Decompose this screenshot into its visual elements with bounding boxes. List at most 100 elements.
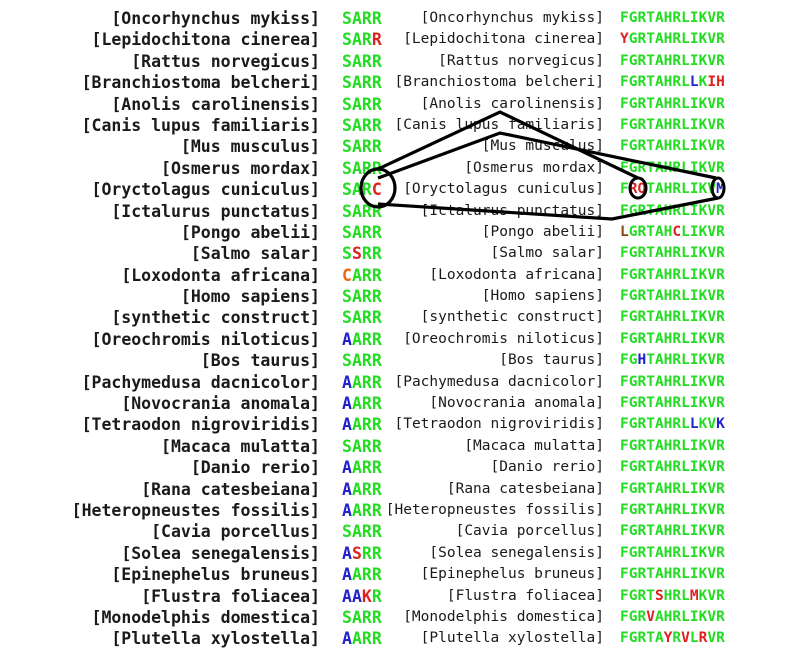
residue: A [351, 158, 362, 178]
residue: A [654, 10, 664, 26]
residue: L [681, 116, 690, 133]
residue: S [342, 30, 352, 50]
residue: H [637, 352, 647, 369]
species-label: [Ictalurus punctatus] [111, 201, 320, 221]
residue: R [361, 115, 372, 135]
residue: R [637, 437, 647, 454]
residue: R [672, 116, 682, 133]
species-labels-column: [Oncorhynchus mykiss] [Lepidochitona cine… [72, 8, 320, 650]
residue: A [351, 565, 362, 585]
residue: R [371, 586, 382, 606]
residue: I [689, 523, 699, 540]
residue: R [637, 416, 647, 433]
motif1-sequence: AARR [342, 329, 382, 350]
motif2-sequence: FGRTAYRVLRVR [620, 628, 725, 649]
species-label: [Tetraodon nigroviridis] [81, 415, 320, 435]
residue: L [681, 74, 690, 91]
residue: K [698, 309, 708, 326]
residue: R [716, 159, 725, 176]
species-label: [Rana catesbeiana] [141, 479, 320, 499]
motif2-sequence: FGRTAHRLIKVR [620, 307, 725, 328]
residue: I [689, 608, 699, 625]
residue: R [637, 566, 647, 583]
residue: R [371, 94, 382, 114]
residue: I [689, 181, 699, 198]
residue: V [707, 31, 717, 48]
residue: V [707, 116, 717, 133]
residue: R [361, 73, 372, 93]
residue: V [707, 138, 717, 155]
motif1-sequence: AARR [342, 628, 382, 649]
species-label-secondary: [Pongo abelii] [481, 223, 604, 240]
motif2-sequence: FGRTAHRLIKVR [620, 329, 725, 350]
residue: H [663, 544, 673, 561]
species-label-secondary: [Plutella xylostella] [420, 630, 604, 647]
residue: R [361, 265, 372, 285]
species-label-secondary: [Rana catesbeiana] [446, 480, 604, 497]
residue: M [716, 181, 725, 198]
residue: R [637, 223, 647, 240]
residue: K [698, 159, 708, 176]
residue: A [351, 629, 362, 649]
species-label-secondary: [synthetic construct] [420, 309, 604, 326]
residue: G [628, 10, 638, 26]
residue: G [628, 352, 638, 369]
residue: A [351, 415, 362, 435]
motif1-sequence: AARR [342, 479, 382, 500]
residue: A [654, 352, 664, 369]
species-label: [Mus musculus] [180, 137, 320, 157]
residue: I [689, 223, 699, 240]
residue: R [371, 287, 382, 307]
residue: K [698, 181, 708, 198]
residue: H [716, 74, 725, 91]
residue: T [646, 245, 655, 262]
residue: K [698, 74, 708, 91]
species-label: [Oreochromis niloticus] [91, 329, 320, 349]
residue: S [342, 607, 352, 627]
species-label-secondary: [Oryctolagus cuniculus] [403, 181, 604, 198]
residue: R [371, 415, 382, 435]
residue: A [654, 95, 664, 112]
residue: A [351, 479, 362, 499]
species-label: [Solea senegalensis] [121, 543, 320, 563]
residue: V [707, 416, 717, 433]
motif1-sequence: AARR [342, 457, 382, 478]
residue: H [663, 566, 673, 583]
residue: R [371, 265, 382, 285]
residue: A [654, 159, 664, 176]
residue: R [716, 31, 725, 48]
species-label: [Pachymedusa dacnicolor] [81, 372, 320, 392]
residue: A [351, 436, 362, 456]
residue: T [646, 480, 655, 497]
residue: A [342, 543, 352, 563]
residue: A [342, 394, 352, 414]
motif2-sequence: FGRTAHRLIKVR [620, 286, 725, 307]
residue: R [672, 245, 682, 262]
motif2-sequence: FGRTSHRLMKVR [620, 586, 725, 607]
residue: V [707, 437, 717, 454]
residue: V [681, 630, 690, 647]
residue: F [620, 587, 629, 604]
residue: F [620, 10, 629, 26]
residue: R [637, 523, 647, 540]
residue: V [707, 352, 717, 369]
residue: R [361, 308, 372, 328]
residue: H [663, 116, 673, 133]
species-label-secondary: [Bos taurus] [499, 352, 604, 369]
residue: I [689, 544, 699, 561]
motif1-column: SARR SARR SARR SARR SARR SARR SARR SARR SARC SARR… [342, 8, 382, 650]
residue: L [681, 373, 690, 390]
residue: V [707, 288, 717, 305]
residue: I [689, 202, 699, 219]
residue: G [628, 587, 638, 604]
species-label-secondary: [Anolis carolinensis] [420, 95, 604, 112]
residue: G [628, 202, 638, 219]
residue: A [351, 94, 362, 114]
residue: K [698, 523, 708, 540]
residue: I [689, 566, 699, 583]
residue: R [672, 31, 682, 48]
residue: A [342, 500, 352, 520]
residue: R [637, 202, 647, 219]
residue: L [681, 501, 690, 518]
